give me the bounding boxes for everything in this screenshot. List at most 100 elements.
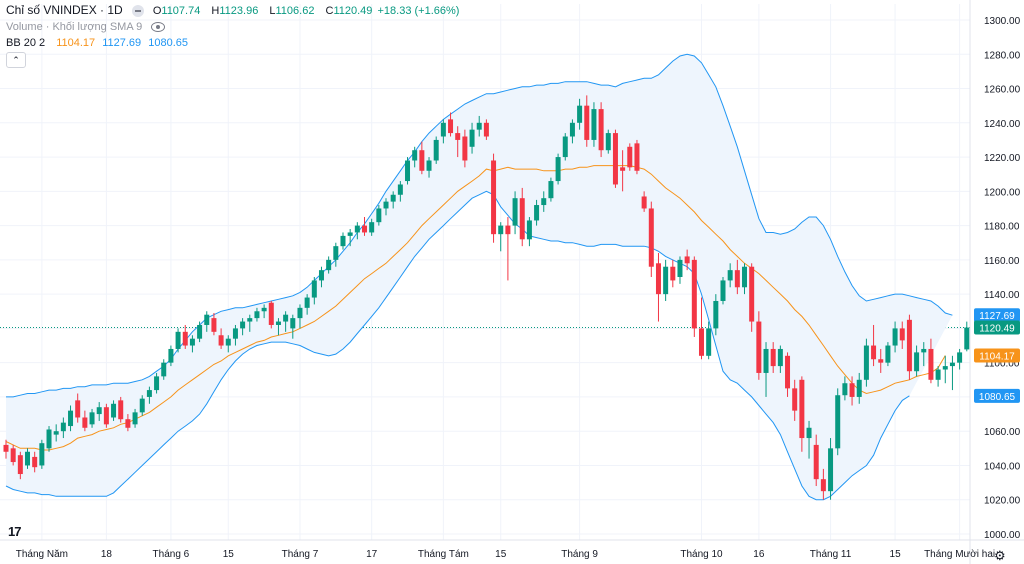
candle-body [197, 324, 203, 339]
candle [519, 187, 525, 247]
candle-body [433, 139, 439, 161]
candle-body [304, 297, 310, 308]
bb-legend[interactable]: BB 20 2 1104.17 1127.69 1080.65 [6, 37, 188, 49]
candle-body [713, 300, 719, 329]
candle [283, 311, 289, 332]
candle-body [89, 412, 95, 425]
candle [949, 355, 955, 391]
candle [240, 318, 246, 336]
candle-body [139, 398, 145, 413]
candle-body [412, 150, 418, 161]
candle-body [354, 225, 360, 233]
candle [577, 98, 583, 130]
candle-body [756, 321, 762, 373]
y-tick-label: 1160.00 [984, 256, 1020, 267]
chevron-up-icon[interactable]: ⌃ [6, 52, 26, 68]
candle [125, 414, 131, 432]
candle [75, 393, 81, 423]
candle [426, 157, 432, 178]
candle-body [17, 455, 23, 475]
band-fill [6, 54, 953, 500]
candle [648, 201, 654, 277]
candle-body [225, 338, 231, 346]
candle-body [189, 338, 195, 346]
candle [390, 191, 396, 209]
candle [175, 328, 181, 353]
candle-body [569, 122, 575, 137]
candle [792, 379, 798, 421]
candle-body [856, 379, 862, 397]
eye-icon[interactable] [151, 22, 166, 33]
candle [541, 191, 547, 212]
price-label-text: 1127.69 [979, 311, 1015, 322]
candle-body [204, 314, 210, 325]
candle-body [96, 407, 102, 415]
candle-body [10, 448, 16, 463]
y-tick-label: 1180.00 [984, 222, 1020, 233]
candle-body [555, 157, 561, 182]
candle [828, 438, 834, 500]
candle-body [677, 259, 683, 277]
candle [641, 191, 647, 212]
candle-body [39, 443, 45, 466]
x-tick-label: Tháng 10 [680, 549, 723, 560]
price-label: 1127.69 [974, 308, 1020, 323]
gear-icon[interactable]: ⚙ [994, 548, 1006, 563]
candle [462, 129, 468, 168]
candle [354, 222, 360, 240]
x-tick-label: 15 [223, 549, 235, 560]
candle [197, 321, 203, 343]
y-tick-label: 1240.00 [984, 119, 1021, 130]
high-label: H [211, 5, 220, 17]
candle-body [584, 105, 590, 140]
candle-body [928, 348, 934, 380]
bb-upper-value: 1127.69 [102, 37, 142, 49]
candle-body [311, 280, 317, 298]
price-label-box [974, 308, 1020, 323]
candle-body [68, 410, 74, 427]
candle-body [333, 246, 339, 260]
candle-body [655, 263, 661, 295]
candle-body [132, 412, 138, 425]
x-tick-label: Tháng Tám [418, 549, 469, 560]
candle [914, 345, 920, 377]
minus-circle-icon[interactable] [131, 5, 144, 18]
candle-body [734, 270, 740, 288]
candle-body [397, 184, 403, 195]
candle [433, 136, 439, 164]
candle [863, 338, 869, 387]
candle [734, 259, 740, 295]
candle [777, 345, 783, 373]
candle-body [340, 235, 346, 247]
candle-body [820, 479, 826, 492]
lower-band-line [5, 190, 910, 501]
symbol-title[interactable]: Chỉ số VNINDEX · 1D [6, 3, 123, 17]
candle [856, 372, 862, 404]
tradingview-logo[interactable]: 17 [8, 524, 22, 539]
candle [412, 146, 418, 168]
candle [318, 266, 324, 288]
y-tick-label: 1020.00 [984, 496, 1021, 507]
candle [311, 277, 317, 305]
candle [906, 314, 912, 380]
candle-body [849, 383, 855, 397]
candle [132, 408, 138, 428]
time-axis[interactable]: Tháng Năm 18 Tháng 6 15 Tháng 7 17 Tháng Tám 15… [0, 539, 1024, 560]
candle [763, 342, 769, 397]
candle [892, 321, 898, 353]
candle [82, 410, 88, 432]
x-tick-label: Tháng 7 [282, 549, 319, 560]
low-value: 1106.62 [275, 5, 315, 17]
candle [440, 119, 446, 144]
candle [627, 143, 633, 171]
candle [612, 129, 618, 188]
candle-body [806, 427, 812, 439]
y-tick-label: 1100.00 [984, 359, 1020, 370]
price-axis[interactable]: 1300.00 1280.00 1260.00 1240.00 1220.00 1200.… [969, 0, 1021, 564]
volume-legend[interactable]: Volume · Khối lượng SMA 9 [6, 21, 166, 33]
candle-body [763, 348, 769, 373]
candle-body [211, 318, 217, 332]
candle [849, 376, 855, 406]
candle [706, 321, 712, 360]
